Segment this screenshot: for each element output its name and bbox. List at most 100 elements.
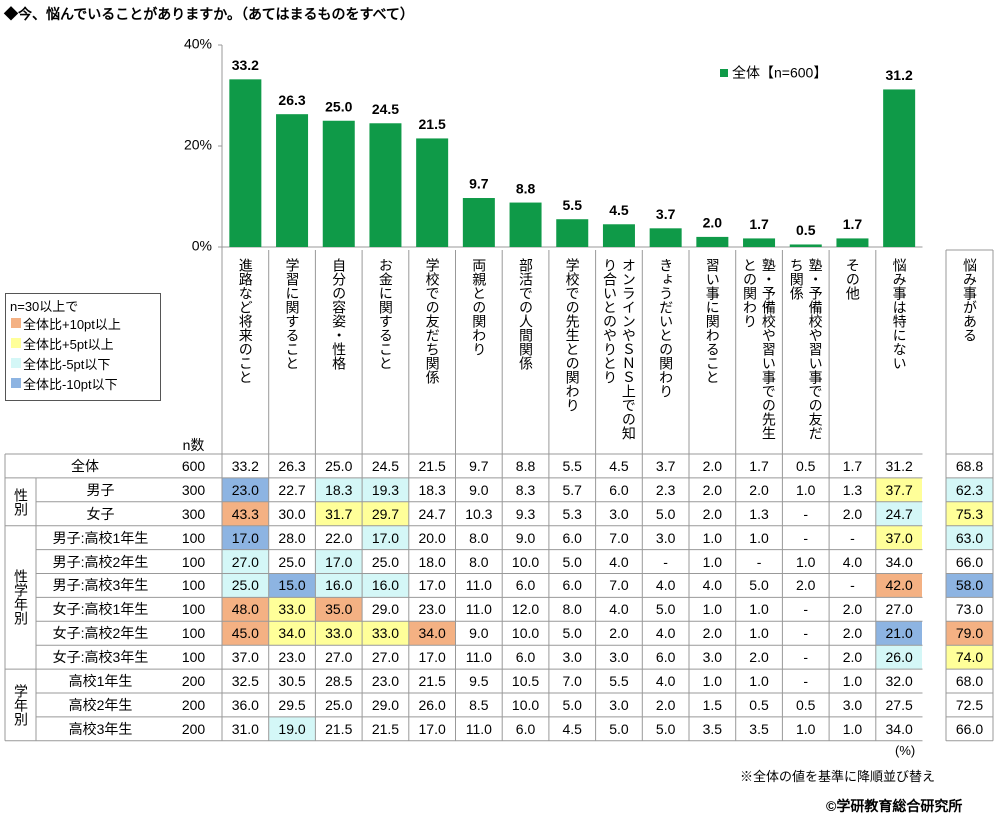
table-cell: 17.0 [315,549,363,574]
table-cell: 9.0 [469,625,489,642]
table-cell: 18.3 [418,481,446,498]
table-cell: 8.8 [515,457,536,474]
table-cell: 1.0 [749,673,769,690]
table-cell: 19.0 [268,716,316,741]
row-label: 高校3年生 [68,720,133,737]
table-cell: 23.0 [222,477,269,502]
table-cell: 6.0 [655,649,676,666]
bar [322,120,355,247]
table-cell: 4.0 [655,625,676,642]
table-cell: 1.3 [842,481,863,498]
table-cell: 17.0 [418,577,446,594]
bar [509,202,542,247]
legend-swatch [11,378,21,388]
value-label: 31.2 [886,67,913,83]
legend-swatch [11,318,21,328]
table-cell: 21.5 [325,720,353,737]
table-cell: 12.0 [511,601,540,618]
table-cell: 2.0 [702,481,723,498]
bar [276,114,309,247]
row-n: 300 [181,505,206,522]
column-header-text: 悩み事がある [961,258,978,342]
value-label: 24.5 [372,101,399,117]
table-cell: 10.0 [511,625,540,642]
column-header: その他 [829,258,876,448]
table-cell: 11.0 [465,577,492,594]
table-cell: 31.7 [315,501,363,526]
legend-label: 全体比-5pt以下 [23,357,111,372]
table-cell: 9.7 [469,457,489,474]
table-cell: 16.0 [315,573,363,598]
row-n: 100 [181,649,206,666]
table-cell: 8.5 [469,696,489,713]
bar [462,198,495,247]
table-cell: 10.5 [511,673,540,690]
legend-box [5,293,161,401]
n-header: n数 [182,437,205,453]
table-cell: 23.0 [418,601,446,618]
table-cell: 31.0 [231,720,259,737]
table-cell: 8.3 [515,481,536,498]
table-cell: - [803,505,809,522]
column-header-text: 進路など将来のこと [237,258,254,384]
column-header-text: 悩み事は特にない [891,258,908,370]
table-cell: 1.0 [749,625,769,642]
table-cell: 5.0 [655,505,676,522]
table-cell: 68.8 [955,457,984,474]
table-cell: 1.3 [749,505,769,522]
table-cell: 3.0 [609,649,629,666]
table-cell: 9.3 [515,505,536,522]
table-cell: 33.0 [362,621,409,646]
legend-swatch [720,69,728,77]
table-cell: 17.0 [418,649,446,666]
table-cell: 24.7 [875,501,923,526]
column-header: 悩み事は特にない [876,258,923,448]
value-label: 4.5 [609,202,629,218]
value-label: 5.5 [563,197,583,213]
column-header: 学習に関すること [269,258,316,448]
table-cell: 1.5 [702,696,723,713]
table-cell: 18.3 [315,477,363,502]
table-cell: 5.0 [655,720,676,737]
table-cell: 7.0 [609,529,629,546]
table-cell: 5.0 [655,601,676,618]
row-label: 高校2年生 [68,696,133,713]
table-cell: 34.0 [268,621,316,646]
table-cell: 1.7 [749,457,769,474]
column-header-text: その他 [844,258,861,300]
table-cell: 18.0 [418,553,446,570]
table-cell: 21.0 [875,621,923,646]
table-cell: 27.0 [885,601,913,618]
table-cell: 21.5 [418,457,446,474]
column-header: 部活での人間関係 [502,258,549,448]
table-cell: 35.0 [315,597,363,622]
table-cell: 5.0 [562,696,582,713]
column-header: オンラインやＳＮＳ上での知り合いとのやりとり [596,258,643,448]
table-cell: 27.0 [371,649,400,666]
table-cell: 36.0 [231,696,259,713]
table-cell: - [850,529,855,546]
table-cell: 23.0 [278,649,306,666]
table-cell: 2.0 [749,649,769,666]
table-cell: 45.0 [222,621,269,646]
table-cell: 27.5 [885,696,913,713]
table-cell: 30.0 [278,505,306,522]
table-cell: 63.0 [946,525,993,550]
column-header: 学校での友だち関係 [409,258,456,448]
table-cell: 1.0 [796,481,816,498]
column-header-text: 塾・予備校や習い事での友だち関係 [788,258,824,440]
table-cell: 5.0 [562,553,582,570]
table-cell: 10.0 [511,553,540,570]
unit-note: (%) [895,742,916,758]
legend-title: n=30以上で [10,299,79,314]
table-cell: 8.0 [469,529,489,546]
table-cell: 19.3 [362,477,409,502]
table-cell: 5.0 [562,625,582,642]
table-cell: 11.0 [465,649,492,666]
table-cell: 26.3 [278,457,306,474]
table-cell: 25.0 [278,553,306,570]
value-label: 33.2 [232,57,259,73]
table-cell: 17.0 [362,525,409,550]
legend-swatch [11,338,21,348]
